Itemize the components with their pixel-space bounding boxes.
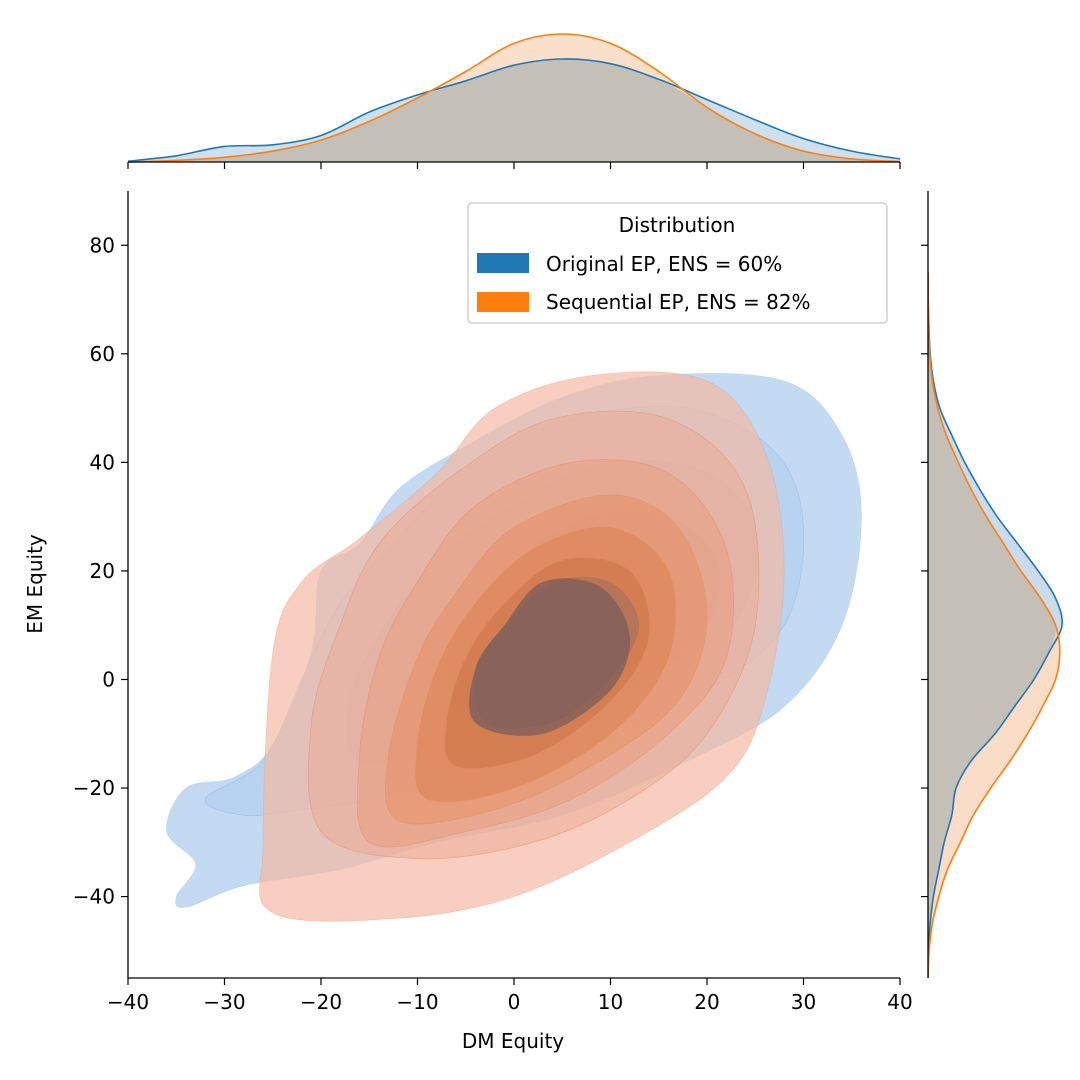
legend: Distribution Original EP, ENS = 60% Sequ… — [467, 202, 888, 324]
top-marginal-density — [127, 33, 901, 169]
x-tick-label: −30 — [203, 990, 245, 1014]
kde-peak-region — [469, 578, 631, 736]
x-axis-label: DM Equity — [462, 1029, 564, 1053]
y-tick-label: 80 — [90, 233, 115, 257]
x-tick-label: 0 — [508, 990, 521, 1014]
x-tick-label: −40 — [107, 990, 149, 1014]
joint-axes: −40 −30 −20 −10 0 10 20 30 40 −40 −20 0 20 40 60 80 — [73, 191, 929, 1014]
y-axis-label: EM Equity — [23, 534, 47, 634]
legend-frame — [467, 202, 888, 324]
top-marginal-line-original-ep — [127, 58, 901, 162]
legend-title: Distribution — [619, 213, 736, 237]
x-tick-label: 20 — [694, 990, 719, 1014]
x-tick-label: −10 — [396, 990, 438, 1014]
y-tick-label: −40 — [73, 885, 115, 909]
x-tick-label: −20 — [300, 990, 342, 1014]
legend-label-original-ep: Original EP, ENS = 60% — [546, 252, 782, 276]
legend-swatch-original-ep — [477, 253, 529, 273]
x-tick-label: 40 — [887, 990, 912, 1014]
y-tick-label: −20 — [73, 776, 115, 800]
y-tick-label: 0 — [102, 667, 115, 691]
y-tick-label: 20 — [90, 559, 115, 583]
x-tick-label: 30 — [791, 990, 816, 1014]
joint-kde-plot-area — [166, 371, 862, 922]
right-marginal-line-original-ep — [928, 272, 1063, 978]
right-marginal-density — [928, 272, 1063, 978]
top-marginal-overlap — [128, 58, 900, 162]
y-tick-label: 40 — [90, 450, 115, 474]
legend-swatch-sequential-ep — [477, 292, 529, 312]
legend-label-sequential-ep: Sequential EP, ENS = 82% — [546, 290, 811, 314]
right-marginal-overlap — [928, 272, 1056, 978]
right-marginal-line-sequential-ep — [928, 272, 1061, 978]
x-tick-label: 10 — [598, 990, 623, 1014]
y-tick-label: 60 — [90, 342, 115, 366]
top-marginal-line-sequential-ep — [127, 33, 901, 163]
